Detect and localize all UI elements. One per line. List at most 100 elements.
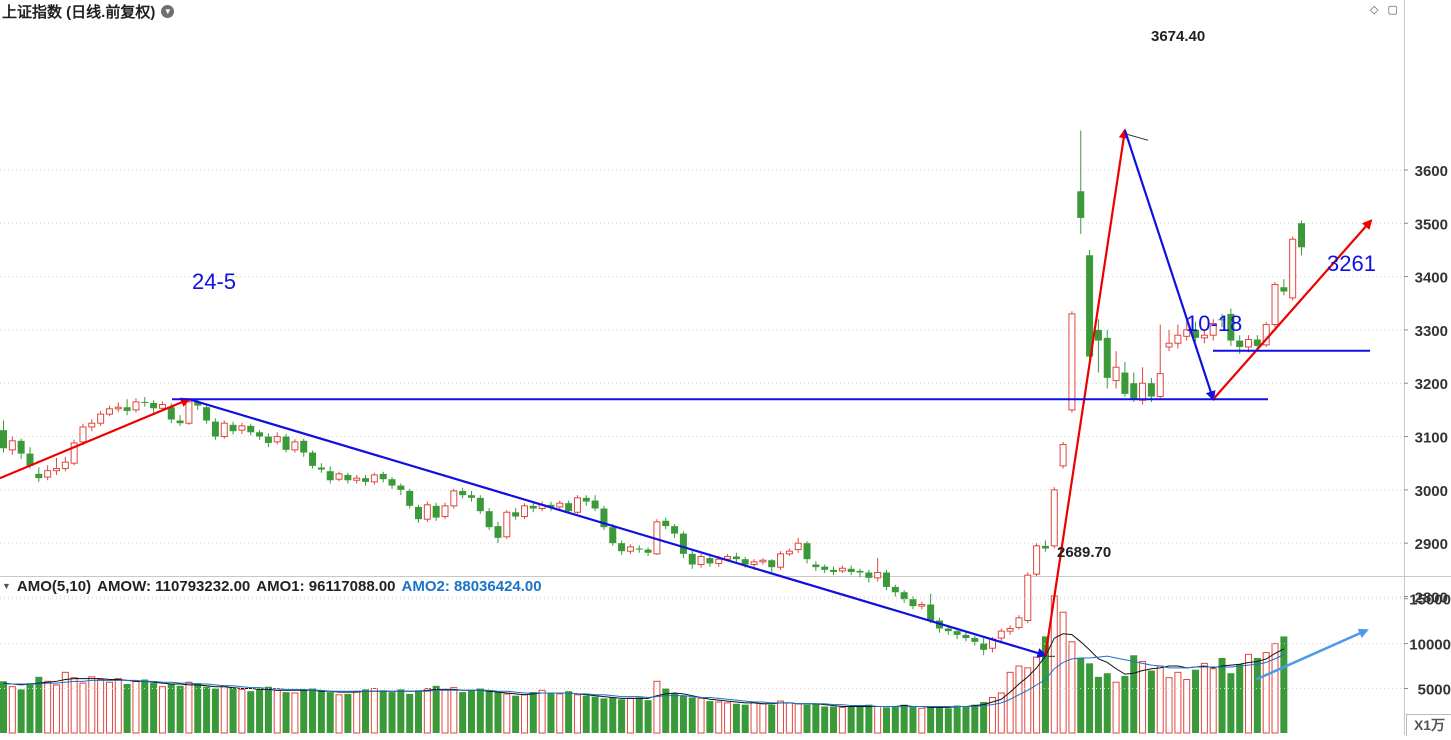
candle: [883, 569, 890, 591]
amo-bar: [821, 706, 829, 733]
amo-bar: [105, 681, 113, 734]
candle: [79, 423, 87, 446]
amo-bar: [194, 683, 202, 733]
indicator-menu-icon[interactable]: ▼: [2, 581, 11, 591]
candle: [900, 590, 908, 603]
candle-body: [547, 504, 555, 507]
candle: [476, 495, 484, 514]
candle-body: [388, 479, 396, 486]
candle-body: [830, 569, 838, 572]
candle-body: [467, 495, 475, 498]
candle: [1174, 324, 1182, 349]
candle-body: [741, 559, 749, 565]
candle: [635, 545, 643, 553]
amo-bar: [1183, 679, 1191, 734]
candle: [450, 488, 458, 509]
candle-body: [247, 425, 255, 433]
amo-axis: 5000 10000 15000: [0, 592, 1451, 699]
candle-body: [1253, 339, 1261, 346]
candlestick-series[interactable]: [0, 130, 1306, 656]
candle-body: [167, 407, 175, 420]
amo-bar: [618, 699, 626, 733]
amo-bar: [264, 686, 272, 733]
amo-bar: [874, 705, 882, 734]
diamond-icon[interactable]: ◇: [1370, 4, 1379, 16]
amo-bar: [1280, 636, 1288, 733]
amo-bar: [953, 705, 961, 733]
candle: [282, 433, 290, 453]
candle: [326, 466, 334, 484]
amow-value: AMOW: 110793232.00: [97, 577, 251, 595]
candle: [1192, 321, 1200, 342]
candle: [927, 593, 935, 624]
amo-bar: [176, 685, 184, 733]
candle: [185, 398, 193, 425]
amo-bar: [697, 697, 705, 734]
candle-body: [591, 500, 599, 509]
candle-body: [609, 527, 617, 544]
amo-bar: [1006, 671, 1014, 734]
amo-bar: [97, 679, 105, 734]
amo-bar: [715, 701, 723, 734]
candle: [432, 502, 440, 521]
candle: [785, 548, 793, 556]
amo-bar: [512, 695, 520, 733]
amo-bar: [1041, 636, 1049, 733]
candle-body: [503, 511, 511, 538]
candle: [406, 488, 414, 509]
candle: [962, 631, 970, 642]
candle-body: [459, 490, 467, 496]
price-tick-label: 3600: [1415, 163, 1448, 180]
candle-body: [582, 497, 590, 502]
unit-label[interactable]: X1万: [1406, 714, 1451, 736]
price-tick-label: 2900: [1415, 536, 1448, 553]
candle: [653, 519, 661, 555]
candle-body: [0, 430, 7, 449]
downtrend-arrow: [188, 398, 1048, 658]
amo-bar: [114, 678, 122, 734]
candle-body: [61, 461, 69, 470]
candle-body: [618, 543, 626, 552]
amo-bar: [980, 701, 988, 733]
box-icon[interactable]: ▢: [1387, 4, 1398, 16]
candle-body: [891, 586, 899, 593]
candle-body: [821, 566, 829, 570]
amo-bar: [388, 692, 396, 733]
candle-body: [794, 542, 802, 551]
amo-bar: [441, 688, 449, 734]
chevron-down-icon[interactable]: ▼: [161, 4, 175, 18]
candle-body: [900, 592, 908, 600]
candle: [874, 558, 882, 582]
amo-bar: [812, 703, 820, 733]
candle-body: [379, 473, 387, 480]
amo-bar: [1218, 657, 1226, 733]
candle-body: [97, 413, 105, 424]
amo-bar: [556, 693, 564, 734]
amo-bar: [1209, 668, 1217, 734]
candle: [353, 474, 361, 484]
amo-volume-bars[interactable]: [0, 595, 1288, 734]
amo-bar: [785, 702, 793, 734]
indicator-label[interactable]: AMO(5,10): [16, 577, 92, 595]
candle-body: [88, 422, 96, 428]
amo-bar: [988, 696, 996, 734]
amo-bar: [768, 704, 776, 733]
candle-body: [353, 477, 361, 481]
candle: [573, 495, 581, 514]
amo-bar: [370, 688, 378, 734]
amo-bar: [794, 703, 802, 734]
candle: [591, 495, 599, 512]
candle-body: [1218, 319, 1226, 321]
amo-bar: [88, 676, 96, 734]
label-3261: 3261: [1327, 251, 1376, 276]
candle: [441, 502, 449, 520]
amo-bar: [997, 692, 1005, 734]
amo-bar: [891, 706, 899, 733]
candle: [1006, 625, 1014, 635]
amo-bar: [688, 697, 696, 733]
candle-body: [229, 424, 237, 432]
candle: [256, 430, 264, 440]
candle: [1280, 279, 1288, 296]
